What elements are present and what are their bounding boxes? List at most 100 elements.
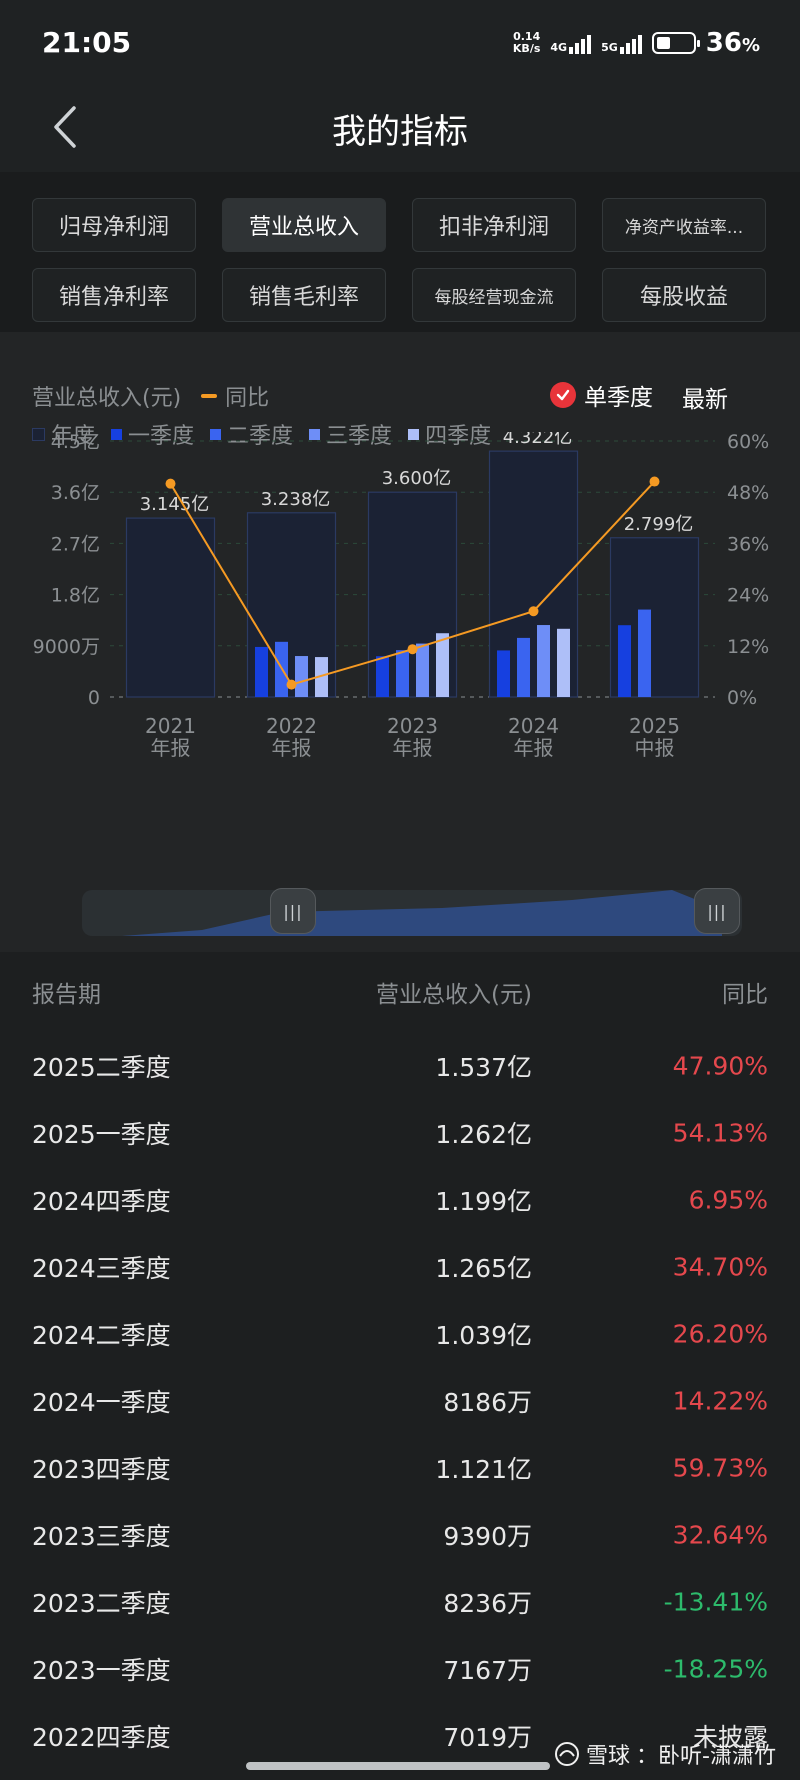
x-tick-year: 2024 [508,714,559,738]
table-row[interactable]: 2025一季度 1.262亿 54.13% [0,1099,800,1166]
quarter-bar [638,609,651,697]
quarter-bar [517,637,530,697]
legend-annual[interactable]: 年度 [32,418,95,450]
y-left-tick: 3.6亿 [51,482,100,504]
x-tick-year: 2022 [266,714,317,738]
row-period: 2023三季度 [32,1521,171,1551]
row-revenue: 7019万 [443,1722,532,1752]
header-revenue: 营业总收入(元) [376,982,532,1008]
table-row[interactable]: 2024二季度 1.039亿 26.20% [0,1300,800,1367]
legend-swatch-annual [32,427,45,441]
yoy-point [528,606,539,617]
annual-bar-label: 3.238亿 [261,489,331,510]
table-row[interactable]: 2023一季度 7167万 -18.25% [0,1635,800,1702]
y-right-tick: 12% [727,636,769,658]
yoy-point [165,478,176,489]
y-right-tick: 24% [727,585,769,607]
quarter-bar [416,643,429,697]
row-revenue: 1.537亿 [435,1052,532,1082]
row-period: 2023一季度 [32,1655,171,1685]
row-yoy: -13.41% [663,1587,768,1616]
legend-q1[interactable]: 一季度 [111,418,194,450]
yoy-line-icon [201,394,218,398]
quarter-bar [436,633,449,697]
row-revenue: 8186万 [443,1387,532,1417]
tab-gross-margin[interactable]: 销售毛利率 [222,268,386,322]
chart-legend: 年度 一季度 二季度 三季度 四季度 [32,418,491,450]
x-tick-period: 年报 [272,736,312,760]
table-row[interactable]: 2023三季度 9390万 32.64% [0,1501,800,1568]
back-arrow-icon[interactable] [46,102,86,152]
yoy-point [407,644,418,655]
row-period: 2025一季度 [32,1119,171,1149]
y-right-tick: 60% [727,432,769,453]
row-yoy: 未披露 [692,1722,768,1752]
row-revenue: 1.265亿 [435,1253,532,1283]
tab-operating-cashflow-per-share[interactable]: 每股经营现金流 [412,268,576,322]
row-period: 2023四季度 [32,1454,171,1484]
quarter-bar [537,625,550,697]
snowball-logo-icon [555,1742,580,1766]
row-yoy: 54.13% [672,1118,768,1147]
x-tick-year: 2023 [387,714,438,738]
table-row[interactable]: 2025二季度 1.537亿 47.90% [0,1032,800,1099]
row-revenue: 8236万 [443,1588,532,1618]
annual-bar-label: 4.322亿 [503,432,573,448]
table-row[interactable]: 2023四季度 1.121亿 59.73% [0,1434,800,1501]
x-tick-period: 中报 [635,736,675,760]
annual-bar [609,537,700,698]
status-icons: 0.14 KB/s 4G 5G 36% [513,28,760,58]
yoy-point [286,679,297,690]
row-revenue: 1.039亿 [435,1320,532,1350]
row-period: 2024四季度 [32,1186,171,1216]
clock: 21:05 [42,26,132,59]
quarter-bar [557,628,570,697]
y-left-tick: 2.7亿 [51,533,100,555]
range-slider[interactable]: ||| ||| [82,888,742,936]
x-tick-period: 年报 [393,736,433,760]
revenue-chart[interactable]: 0 9000万 1.8亿 2.7亿 3.6亿 4.5亿 0% 12% 24% 36% 48% 60% 3… [0,432,800,892]
legend-q4[interactable]: 四季度 [408,418,491,450]
status-bar: 21:05 0.14 KB/s 4G 5G 36% [0,0,800,90]
table-row[interactable]: 2024四季度 1.199亿 6.95% [0,1166,800,1233]
table-row[interactable]: 2024三季度 1.265亿 34.70% [0,1233,800,1300]
nav-bar: 我的指标 [0,90,800,172]
tab-net-margin[interactable]: 销售净利率 [32,268,196,322]
tab-total-revenue[interactable]: 营业总收入 [222,198,386,252]
table-row[interactable]: 2022四季度 7019万 未披露 [0,1702,800,1769]
y-right-tick: 48% [727,482,769,504]
battery-percent: 36% [705,28,760,58]
x-tick-period: 年报 [151,736,191,760]
y-left-tick: 0 [88,687,100,709]
single-quarter-toggle[interactable]: 单季度 [550,378,653,412]
annual-bar-label: 3.145亿 [140,494,210,515]
annual-bar [125,517,216,698]
legend-q2[interactable]: 二季度 [210,418,293,450]
row-period: 2024一季度 [32,1387,171,1417]
range-handle-left[interactable]: ||| [270,888,316,934]
tab-roe[interactable]: 净资产收益率... [602,198,766,252]
tab-non-recurring-net-profit[interactable]: 扣非净利润 [412,198,576,252]
yoy-legend-label: 同比 [225,386,270,411]
home-indicator[interactable] [246,1762,550,1770]
range-handle-right[interactable]: ||| [694,888,740,934]
tab-net-profit-parent[interactable]: 归母净利润 [32,198,196,252]
chart-panel: 营业总收入(元) 同比 单季度 最新 年度 一季度 二季度 三季度 四季度 0 9… [0,332,800,952]
signal-4g-icon: 4G [550,32,592,54]
table-row[interactable]: 2023二季度 8236万 -13.41% [0,1568,800,1635]
quarter-bar [497,650,510,697]
yoy-point [649,476,660,487]
table-row[interactable]: 2024一季度 8186万 14.22% [0,1367,800,1434]
y-left-tick: 4.5亿 [51,432,100,453]
row-yoy: 59.73% [672,1453,768,1482]
legend-q3[interactable]: 三季度 [309,418,392,450]
row-period: 2022四季度 [32,1722,171,1752]
x-tick-year: 2021 [145,714,196,738]
quarter-bar [396,650,409,697]
metric-label: 营业总收入(元) [32,386,182,411]
table-body: 2025二季度 1.537亿 47.90% 2025一季度 1.262亿 54.13% 20… [0,1032,800,1769]
legend-swatch-q1 [111,428,123,440]
latest-button[interactable]: 最新 [682,387,728,413]
tab-eps[interactable]: 每股收益 [602,268,766,322]
row-revenue: 7167万 [443,1655,532,1685]
